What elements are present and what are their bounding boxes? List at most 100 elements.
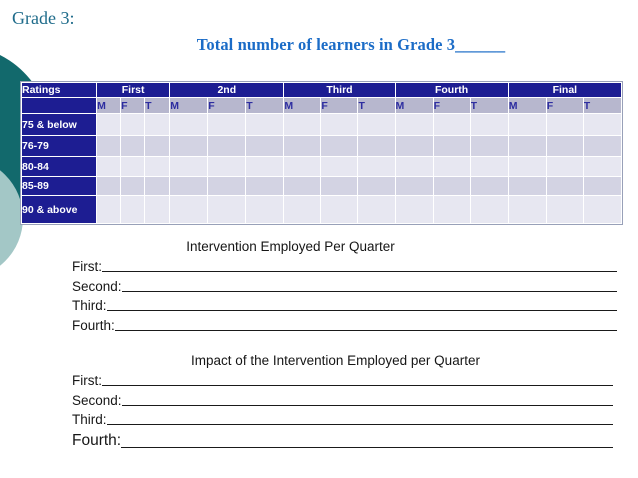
ratings-table-container: Ratings First 2nd Third Fourth Final M F T M F T M F T… bbox=[20, 81, 623, 225]
subcolumn-f-2nd: F bbox=[207, 97, 247, 114]
data-cell bbox=[144, 195, 171, 224]
rating-row-label: 76-79 bbox=[20, 135, 98, 157]
subcolumn-t-fourth: T bbox=[469, 97, 509, 114]
intervention-lines: First: Second: Third: Fourth: bbox=[72, 255, 617, 333]
intervention-line-label: Second: bbox=[72, 278, 122, 294]
quarter-header-final: Final bbox=[507, 82, 623, 98]
subcolumn-f-final: F bbox=[545, 97, 584, 114]
blank-underline bbox=[114, 329, 617, 331]
rating-row-label: 85-89 bbox=[20, 176, 98, 196]
data-cell bbox=[144, 176, 171, 196]
data-cell bbox=[357, 195, 396, 224]
impact-line-label: Third: bbox=[72, 412, 107, 428]
rating-row-label: 90 & above bbox=[20, 195, 98, 224]
data-cell bbox=[120, 195, 146, 224]
data-cell bbox=[144, 113, 171, 136]
data-cell bbox=[245, 156, 285, 177]
data-cell bbox=[207, 176, 247, 196]
subcolumn-m-final: M bbox=[507, 97, 547, 114]
data-cell bbox=[283, 156, 322, 177]
intervention-line-label: Third: bbox=[72, 298, 107, 314]
quarter-header-third: Third bbox=[283, 82, 396, 98]
data-cell bbox=[582, 176, 623, 196]
data-cell bbox=[545, 156, 584, 177]
impact-line-label: First: bbox=[72, 373, 102, 389]
data-cell bbox=[582, 135, 623, 157]
data-cell bbox=[120, 135, 146, 157]
table-row: 75 & below bbox=[20, 113, 623, 136]
table-row: 85-89 bbox=[20, 176, 623, 196]
data-cell bbox=[469, 195, 509, 224]
data-cell bbox=[169, 156, 209, 177]
data-cell bbox=[245, 176, 285, 196]
impact-line-second: Second: bbox=[72, 388, 613, 408]
data-cell bbox=[320, 135, 359, 157]
data-cell bbox=[169, 135, 209, 157]
blank-underline bbox=[102, 385, 613, 387]
subcolumn-f-fourth: F bbox=[432, 97, 471, 114]
ratings-table: Ratings First 2nd Third Fourth Final M F T M F T M F T… bbox=[20, 82, 623, 224]
data-cell bbox=[96, 156, 122, 177]
data-cell bbox=[469, 176, 509, 196]
data-cell bbox=[169, 195, 209, 224]
data-cell bbox=[144, 156, 171, 177]
subcolumn-t-2nd: T bbox=[245, 97, 285, 114]
data-cell bbox=[96, 195, 122, 224]
subcolumn-m-fourth: M bbox=[394, 97, 434, 114]
blank-underline bbox=[121, 290, 617, 292]
impact-line-label: Second: bbox=[72, 392, 122, 408]
subcolumn-f-third: F bbox=[320, 97, 359, 114]
data-cell bbox=[432, 176, 471, 196]
data-cell bbox=[357, 113, 396, 136]
data-cell bbox=[469, 113, 509, 136]
data-cell bbox=[245, 195, 285, 224]
data-cell bbox=[582, 113, 623, 136]
data-cell bbox=[394, 195, 434, 224]
data-cell bbox=[394, 135, 434, 157]
blank-underline bbox=[106, 424, 613, 426]
data-cell bbox=[432, 156, 471, 177]
data-cell bbox=[207, 135, 247, 157]
intervention-heading: Intervention Employed Per Quarter bbox=[186, 239, 395, 254]
intervention-line-label: Fourth: bbox=[72, 317, 115, 333]
data-cell bbox=[394, 176, 434, 196]
data-cell bbox=[283, 113, 322, 136]
subcolumn-m-first: M bbox=[96, 97, 122, 114]
data-cell bbox=[545, 195, 584, 224]
intervention-line-fourth: Fourth: bbox=[72, 313, 617, 333]
quarter-header-first: First bbox=[96, 82, 171, 98]
blank-underline bbox=[121, 447, 613, 449]
impact-lines: First: Second: Third: Fourth: bbox=[72, 369, 613, 450]
data-cell bbox=[469, 135, 509, 157]
data-cell bbox=[120, 176, 146, 196]
data-cell bbox=[96, 113, 122, 136]
data-cell bbox=[283, 135, 322, 157]
table-row: 90 & above bbox=[20, 195, 623, 224]
data-cell bbox=[582, 156, 623, 177]
data-cell bbox=[320, 113, 359, 136]
table-row: 80-84 bbox=[20, 156, 623, 177]
data-cell bbox=[469, 156, 509, 177]
quarter-header-2nd: 2nd bbox=[169, 82, 285, 98]
rating-row-label: 75 & below bbox=[20, 113, 98, 136]
data-cell bbox=[169, 113, 209, 136]
data-cell bbox=[320, 156, 359, 177]
data-cell bbox=[507, 176, 547, 196]
blank-underline bbox=[121, 404, 613, 406]
data-cell bbox=[507, 113, 547, 136]
data-cell bbox=[394, 156, 434, 177]
data-cell bbox=[207, 195, 247, 224]
subcolumn-m-third: M bbox=[283, 97, 322, 114]
data-cell bbox=[545, 135, 584, 157]
data-cell bbox=[545, 113, 584, 136]
data-cell bbox=[582, 195, 623, 224]
data-cell bbox=[320, 195, 359, 224]
data-cell bbox=[357, 135, 396, 157]
data-cell bbox=[245, 135, 285, 157]
blank-underline bbox=[102, 271, 617, 273]
data-cell bbox=[394, 113, 434, 136]
data-cell bbox=[357, 176, 396, 196]
data-cell bbox=[245, 113, 285, 136]
blank-underline bbox=[106, 310, 617, 312]
data-cell bbox=[357, 156, 396, 177]
